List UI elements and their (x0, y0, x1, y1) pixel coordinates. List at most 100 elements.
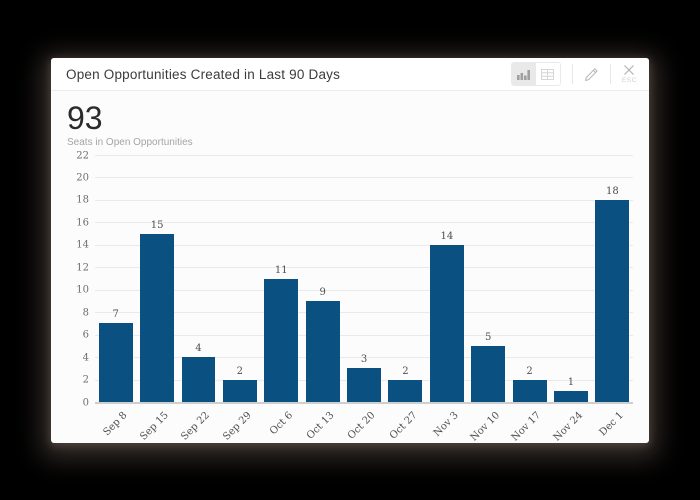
gridline: 0 (83, 398, 633, 409)
x-axis-tick-label: Nov 3 (431, 410, 461, 439)
bar-value-label: 2 (402, 365, 409, 377)
x-axis-tick-label: Sep 8 (101, 410, 130, 439)
y-axis-tick-label: 12 (76, 262, 89, 274)
x-axis-cell: Sep 29 (219, 402, 260, 443)
bar (595, 199, 630, 402)
x-axis-cell: Nov 17 (509, 402, 550, 443)
x-axis-tick-label: Oct 13 (304, 410, 337, 442)
header-actions: ESC (510, 62, 637, 86)
bar-value-label: 2 (236, 365, 244, 377)
gridline: 10 (76, 285, 633, 296)
x-axis-cell: Nov 24 (550, 402, 591, 443)
bar-value-label: 1 (567, 376, 575, 388)
bar-column: 7 (95, 155, 136, 402)
bar-column: 5 (468, 155, 509, 402)
bar (429, 244, 464, 402)
x-axis-tick-label: Oct 20 (346, 410, 378, 442)
bar-value-label: 7 (112, 309, 119, 321)
table-view-button[interactable] (535, 63, 560, 85)
gridline: 16 (76, 217, 633, 228)
summary-number: 93 (67, 100, 103, 136)
x-axis-cell: Oct 27 (385, 402, 426, 443)
x-axis-cell: Oct 20 (343, 402, 384, 443)
bar-chart: 0 2 4 6 8 10 12 14 16 18 20 22 7 15 4 2 11 9 3 2 14 5 2 1 18 Sep… (67, 150, 633, 443)
esc-label: ESC (621, 77, 637, 84)
summary-label: Seats in Open Opportunities (67, 137, 193, 148)
bar-column: 2 (385, 155, 426, 402)
widget-header: Open Opportunities Created in Last 90 Da… (51, 58, 649, 91)
gridline: 4 (83, 352, 633, 363)
view-toggle (510, 62, 561, 86)
x-axis-cell: Oct 6 (261, 402, 302, 443)
x-axis-cell: Oct 13 (302, 402, 343, 443)
bar-value-label: 15 (150, 219, 164, 231)
gridline: 22 (76, 150, 633, 161)
bar-chart-icon (517, 69, 531, 80)
x-axis-tick-label: Dec 1 (597, 410, 627, 439)
x-axis-cell: Nov 3 (426, 402, 467, 443)
divider (571, 64, 573, 84)
x-axis-tick-label: Sep 22 (179, 410, 213, 443)
gridline: 14 (76, 240, 633, 251)
bar (140, 233, 175, 402)
bar (512, 379, 547, 402)
widget-card: Open Opportunities Created in Last 90 Da… (51, 58, 649, 443)
x-axis-cell: Sep 8 (95, 402, 136, 443)
y-axis-tick-label: 8 (82, 307, 89, 319)
x-axis-tick-label: Sep 29 (221, 410, 254, 443)
gridline: 20 (76, 172, 633, 183)
bar (222, 379, 257, 402)
bar-column: 4 (178, 155, 219, 402)
close-icon (623, 64, 635, 76)
bar-column: 15 (136, 155, 177, 402)
gridline: 18 (76, 195, 633, 206)
x-axis-tick-label: Oct 6 (267, 410, 296, 438)
bar (264, 278, 299, 402)
bar-column: 9 (302, 155, 343, 402)
y-axis-tick-label: 4 (82, 352, 89, 364)
bar-column: 1 (550, 155, 591, 402)
bar (471, 345, 506, 402)
x-axis: Sep 8 Sep 15 Sep 22 Sep 29 Oct 6 Oct 13 Oct 20… (95, 402, 633, 443)
bar-value-label: 11 (274, 264, 288, 276)
x-axis-cell: Nov 10 (468, 402, 509, 443)
chart-view-button[interactable] (511, 63, 536, 85)
widget-body: 93 Seats in Open Opportunities 0 2 4 6 8 10 12… (51, 91, 649, 443)
bar (554, 390, 588, 402)
x-axis-cell: Sep 22 (178, 402, 219, 443)
close-button[interactable]: ESC (622, 64, 637, 84)
gridline: 6 (83, 330, 633, 341)
y-axis-tick-label: 18 (76, 194, 89, 206)
y-axis-tick-label: 2 (82, 374, 89, 386)
bar-value-label: 3 (360, 354, 368, 366)
divider (609, 64, 611, 84)
bar (181, 357, 216, 402)
x-axis-tick-label: Oct 27 (387, 410, 420, 442)
bar-value-label: 14 (440, 230, 454, 242)
bar-value-label: 5 (485, 331, 492, 343)
x-axis-cell: Dec 1 (592, 402, 633, 443)
bar-column: 2 (509, 155, 550, 402)
bar (347, 368, 381, 402)
y-axis-tick-label: 10 (76, 284, 89, 296)
y-axis-tick-label: 22 (76, 150, 89, 161)
pencil-icon (584, 67, 599, 82)
x-axis-cell: Sep 15 (136, 402, 177, 443)
plot-area: 0 2 4 6 8 10 12 14 16 18 20 22 7 15 4 2 11 9 3 2 14 5 2 1 18 (76, 150, 633, 409)
x-axis-tick-label: Nov 24 (551, 410, 585, 443)
bar-column: 2 (219, 155, 260, 402)
x-axis-tick-label: Nov 10 (468, 410, 502, 443)
bar-column: 14 (426, 155, 467, 402)
bar (305, 300, 340, 402)
table-icon (541, 68, 555, 80)
y-axis-tick-label: 20 (76, 172, 89, 184)
bars-layer: 7 15 4 2 11 9 3 2 14 5 2 1 18 (95, 155, 633, 402)
edit-button[interactable] (584, 67, 599, 82)
bar-column: 11 (261, 155, 302, 402)
gridline: 8 (83, 307, 633, 318)
y-axis-tick-label: 0 (82, 397, 89, 409)
x-axis-tick-label: Sep 15 (138, 410, 171, 443)
bar-value-label: 18 (606, 185, 619, 197)
bar-column: 3 (343, 155, 384, 402)
